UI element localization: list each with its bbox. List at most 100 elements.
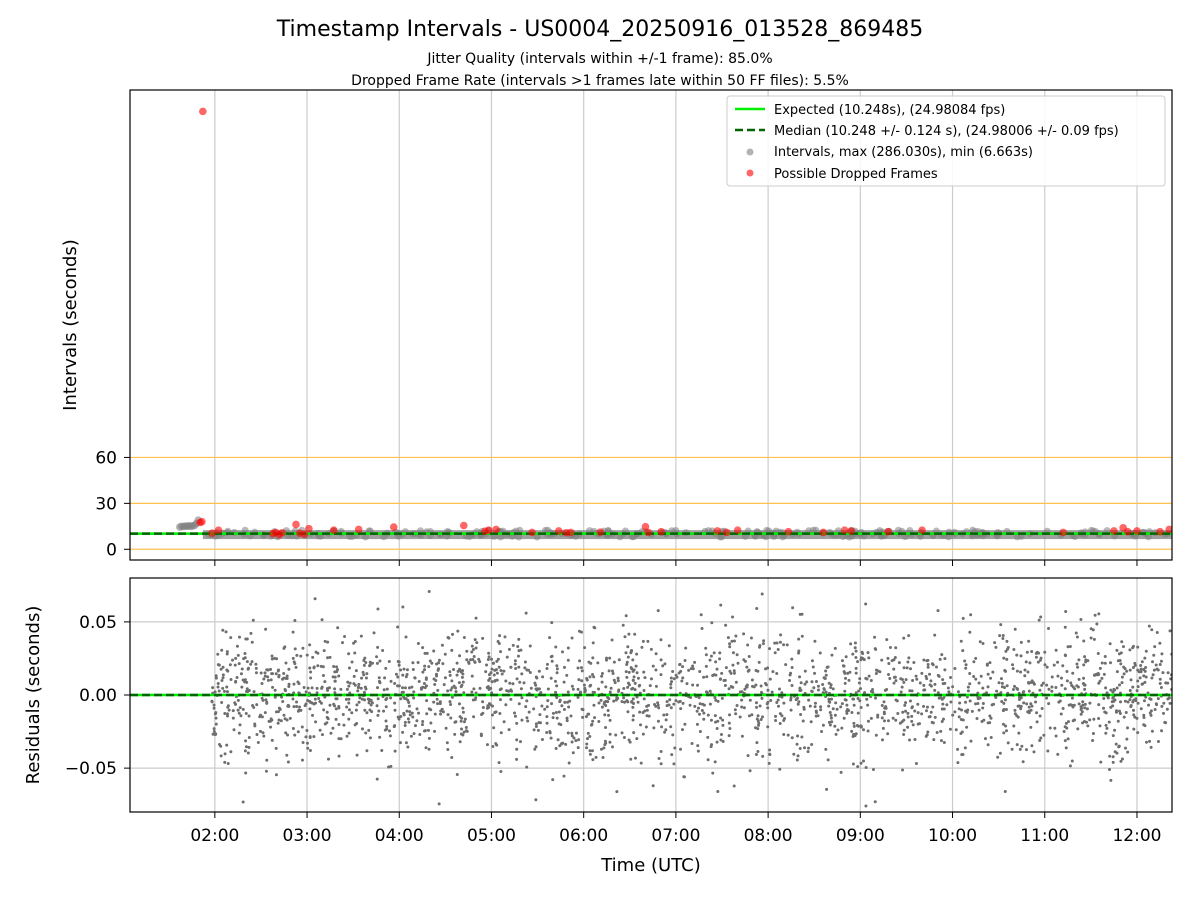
residual-point [687,668,691,672]
residual-point [894,718,898,722]
residual-point [931,721,935,725]
dropped-frame-point [722,528,731,537]
residual-point [375,661,379,665]
residual-point [596,661,600,665]
residual-point [383,676,387,680]
residual-point [1098,666,1102,670]
residual-point [368,736,372,740]
residual-point [1149,713,1153,717]
residual-point [328,703,332,707]
residual-point [652,726,656,730]
residual-point [1111,690,1115,694]
residual-point [1003,698,1007,702]
intervals-axes-frame [129,89,1173,561]
residual-point [487,651,491,655]
residual-point [254,671,258,675]
residual-point [513,662,517,666]
residual-point [259,713,263,717]
residual-point [458,654,462,658]
residual-point [631,718,635,722]
residual-point [766,725,770,729]
residual-point [828,723,832,727]
residual-point [486,686,490,690]
residual-point [236,698,240,702]
residual-point [696,706,700,710]
residual-point [534,745,538,749]
residual-point [964,663,968,667]
jitter-quality-subtitle: Jitter Quality (intervals within +/-1 fr… [426,51,772,67]
residual-point [334,707,338,711]
residual-point [459,719,463,723]
residual-point [212,706,216,710]
residual-point [844,676,848,680]
residual-point [1032,750,1036,754]
residual-point [986,685,990,689]
residual-point [1063,687,1067,691]
residual-point [245,660,249,664]
residual-point [607,669,611,673]
residual-point [1091,731,1095,735]
residual-point [305,741,309,745]
residual-point [659,762,663,766]
residual-point [511,682,515,686]
residual-point [775,641,779,645]
residual-point [966,689,970,693]
residual-point [488,676,492,680]
residual-point [1165,707,1169,711]
residual-point [599,747,603,751]
residual-point [225,668,229,672]
residual-point [326,640,330,644]
residual-point [435,697,439,701]
residual-point [565,716,569,720]
residual-point [634,664,638,668]
residual-point [680,728,684,732]
residual-point [988,714,992,718]
residual-point [376,697,380,701]
residual-point [810,680,814,684]
residual-point [1102,672,1106,676]
residual-point [797,700,801,704]
dropped-frame-point [554,527,563,535]
residual-point [1015,669,1019,673]
residual-point [449,716,453,720]
residual-point [1136,668,1140,672]
residual-point [1012,648,1016,652]
residual-point [299,654,303,658]
residual-point [513,714,517,718]
residual-point [446,689,450,693]
residual-point [384,666,388,670]
residual-point [352,682,356,686]
residual-point [1056,674,1060,678]
residual-point [989,676,993,680]
residual-point [709,745,713,749]
residual-point [389,696,393,700]
residual-point [768,677,772,681]
residual-point [389,679,393,683]
residual-point [214,732,218,736]
residual-point [608,690,612,694]
residual-point [902,636,906,640]
residual-point [799,713,803,717]
residual-point [249,631,253,635]
residual-point [315,686,319,690]
residual-point [993,641,997,645]
residual-point [732,639,736,643]
residual-point [385,725,389,729]
residual-point [276,721,280,725]
residual-point [341,712,345,716]
residual-point [631,714,635,718]
residual-point [1060,683,1064,687]
residual-point [632,668,636,672]
residual-point [1037,618,1041,622]
residual-point [789,708,793,712]
residual-point [473,697,477,701]
residual-point [214,716,218,720]
residual-point [571,687,575,691]
residual-point [346,680,350,684]
residual-point [883,706,887,710]
residual-point [908,689,912,693]
residual-point [260,715,264,719]
residual-point [898,721,902,725]
residual-point [1155,631,1159,635]
residual-point [306,746,310,750]
